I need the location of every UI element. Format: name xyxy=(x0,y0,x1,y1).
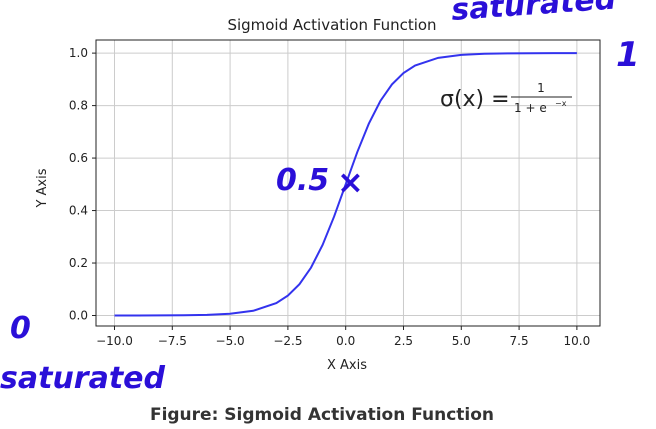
formula-annotation: σ(x) = 1 1 + e −x xyxy=(440,81,572,115)
y-tick-label: 0.4 xyxy=(69,204,88,218)
annotation-half-mark: × xyxy=(337,163,364,201)
x-tick-label: 2.5 xyxy=(394,334,413,348)
annotation-zero-bottom: 0 xyxy=(10,311,31,346)
x-axis-label: X Axis xyxy=(327,358,367,373)
y-axis-label: Y Axis xyxy=(35,168,50,208)
annotation-saturated-top: saturated xyxy=(450,0,618,28)
y-tick-label: 0.8 xyxy=(69,99,88,113)
plot-frame xyxy=(95,39,601,327)
x-tick-label: 7.5 xyxy=(510,334,529,348)
figure-caption: Figure: Sigmoid Activation Function xyxy=(150,405,494,425)
x-tick-label: −5.0 xyxy=(216,334,245,348)
formula-denominator: 1 + e xyxy=(514,101,547,115)
formula-exponent: −x xyxy=(555,99,567,108)
formula-numerator: 1 xyxy=(537,81,545,95)
y-tick-label: 0.6 xyxy=(69,151,88,165)
y-tick-label: 0.2 xyxy=(69,256,88,270)
y-axis-ticks: 0.0 0.2 0.4 0.6 0.8 1.0 xyxy=(69,46,96,323)
formula-lhs: σ(x) = xyxy=(440,87,510,112)
plot-area xyxy=(96,40,600,326)
x-tick-label: 5.0 xyxy=(452,334,471,348)
x-tick-label: −7.5 xyxy=(158,334,187,348)
annotation-half: 0.5 xyxy=(276,163,329,198)
chart-title: Sigmoid Activation Function xyxy=(227,16,436,34)
x-tick-label: −10.0 xyxy=(96,334,133,348)
sigmoid-curve xyxy=(114,52,577,317)
annotation-saturated-bottom: saturated xyxy=(0,361,166,396)
x-tick-label: 0.0 xyxy=(336,334,355,348)
y-tick-label: 0.0 xyxy=(69,309,88,323)
grid-lines xyxy=(96,40,600,326)
x-tick-label: −2.5 xyxy=(273,334,302,348)
x-tick-label: 10.0 xyxy=(564,334,591,348)
y-tick-label: 1.0 xyxy=(69,46,88,60)
annotation-one-top: 1 xyxy=(616,35,640,75)
x-axis-ticks: −10.0 −7.5 −5.0 −2.5 0.0 2.5 5.0 7.5 10.0 xyxy=(96,326,590,348)
